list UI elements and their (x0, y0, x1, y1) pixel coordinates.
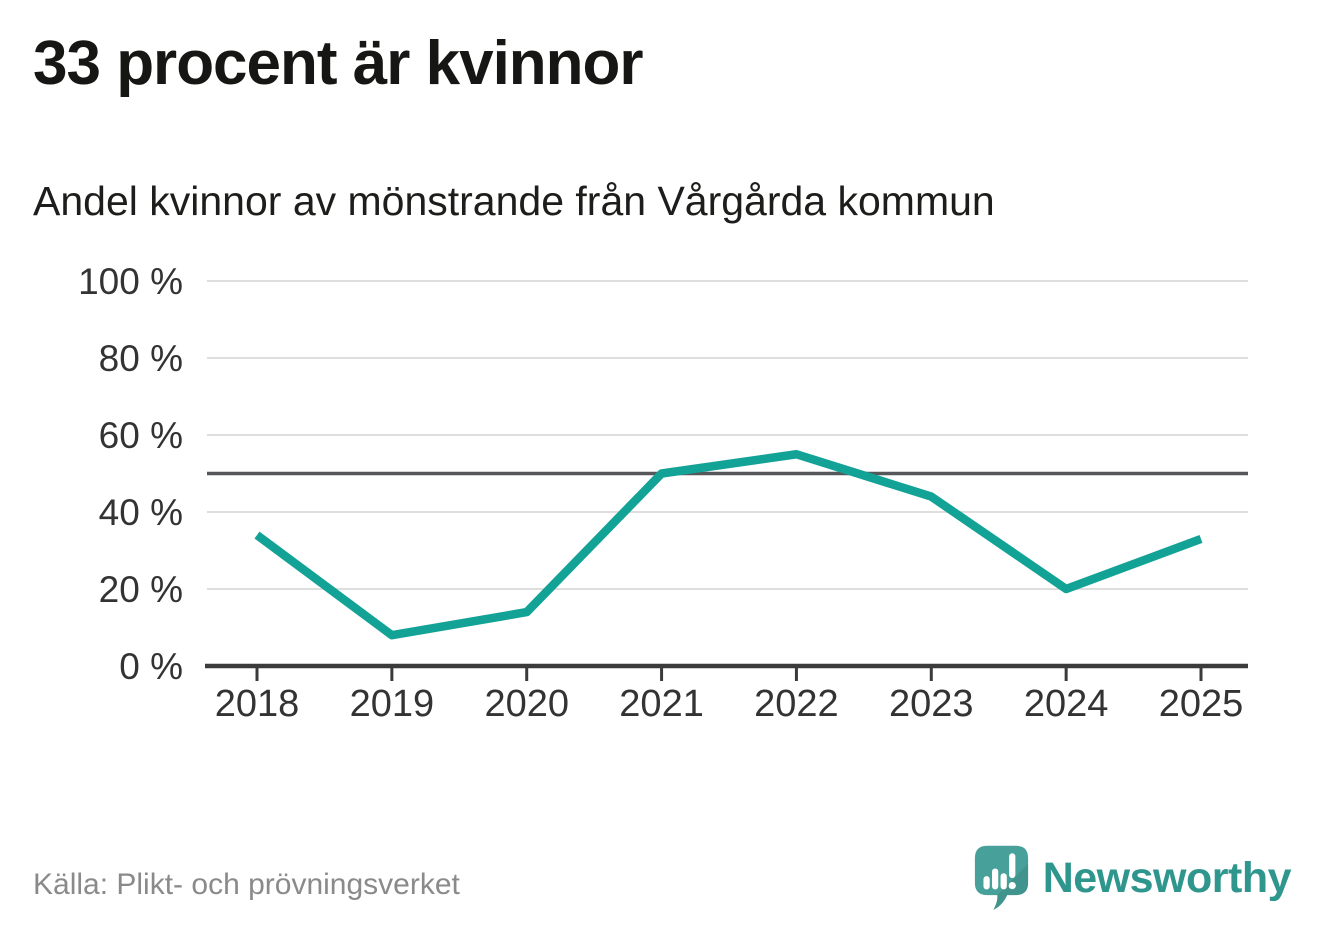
x-tick-label: 2019 (350, 683, 435, 725)
y-tick-label: 60 % (99, 415, 183, 456)
y-tick-label: 0 % (119, 646, 183, 687)
x-tick-label: 2023 (889, 683, 974, 725)
newsworthy-wordmark: Newsworthy (1042, 853, 1292, 902)
newsworthy-icon (974, 845, 1028, 910)
x-tick-label: 2021 (619, 683, 704, 725)
chart-subtitle: Andel kvinnor av mönstrande från Vårgård… (33, 178, 995, 224)
x-tick-label: 2025 (1159, 683, 1244, 725)
x-tick-label: 2022 (754, 683, 839, 725)
y-tick-label: 40 % (99, 492, 183, 533)
y-tick-label: 20 % (99, 569, 183, 610)
y-tick-label: 80 % (99, 338, 183, 379)
data-line (254, 450, 1203, 640)
x-tick-label: 2020 (484, 683, 569, 725)
x-tick-label: 2018 (215, 683, 300, 725)
y-tick-label: 100 % (78, 261, 183, 302)
chart-title: 33 procent är kvinnor (33, 29, 644, 98)
newsworthy-logo: Newsworthy (973, 843, 1292, 913)
source-caption: Källa: Plikt- och prövningsverket (33, 868, 460, 901)
x-tick-label: 2024 (1024, 683, 1109, 725)
